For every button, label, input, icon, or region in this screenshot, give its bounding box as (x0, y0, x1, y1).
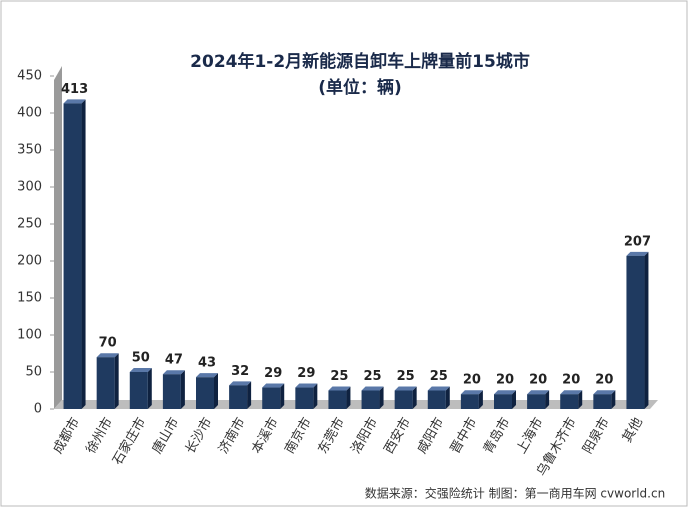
bar (96, 357, 115, 409)
bar (129, 372, 148, 409)
bar-top (593, 390, 616, 395)
y-tick-label: 150 (17, 291, 42, 306)
bar (162, 374, 181, 409)
bar-side (412, 386, 417, 409)
bar (196, 377, 214, 409)
bar-side (478, 390, 483, 409)
bar-side (313, 383, 318, 409)
chart-title: 2024年1-2月新能源自卸车上牌量前15城市 (190, 51, 530, 72)
bar (560, 394, 579, 409)
value-label: 20 (496, 373, 514, 388)
y-tick-label: 0 (34, 402, 42, 417)
bar-side (611, 390, 616, 409)
bar-side (114, 353, 119, 409)
value-label: 25 (364, 369, 382, 384)
bar-side (147, 368, 152, 409)
bar-side (247, 381, 252, 409)
y-tick-label: 350 (17, 143, 42, 158)
bar-side (81, 99, 86, 409)
bar-side (346, 386, 351, 409)
y-tick-label: 100 (17, 328, 42, 343)
y-tick-label: 50 (25, 365, 42, 380)
value-label: 207 (624, 234, 651, 249)
y-tick-label: 400 (17, 106, 42, 121)
bar-top (328, 386, 351, 391)
bar (527, 394, 546, 409)
bar-top (361, 386, 384, 391)
bar-side (280, 383, 285, 409)
bar-top (527, 390, 550, 395)
bar-top (394, 386, 417, 391)
y-tick-label: 450 (17, 69, 42, 84)
bar (63, 103, 82, 409)
value-label: 20 (463, 373, 481, 388)
bar-top (96, 353, 119, 358)
value-label: 25 (397, 369, 415, 384)
bar (427, 390, 446, 409)
bar-side (644, 251, 649, 409)
bar-side (545, 390, 550, 409)
bar-top (63, 99, 86, 104)
value-label: 25 (430, 369, 448, 384)
bar (460, 394, 479, 409)
bar-side (578, 390, 583, 409)
value-label: 29 (264, 366, 282, 381)
bar-top (460, 390, 483, 395)
bar (593, 394, 612, 409)
bar (328, 390, 347, 409)
bar-top (196, 373, 218, 378)
bar (626, 255, 645, 409)
y-tick-label: 300 (17, 180, 42, 195)
bar-side (214, 373, 218, 409)
bar-top (229, 381, 252, 386)
bar-top (162, 370, 185, 375)
value-label: 70 (99, 336, 117, 351)
value-label: 25 (330, 369, 348, 384)
value-label: 29 (297, 366, 315, 381)
chart-subtitle: (单位：辆) (318, 77, 402, 98)
value-label: 47 (165, 353, 183, 368)
value-label: 20 (529, 373, 547, 388)
bar (361, 390, 380, 409)
bar-top (626, 251, 649, 256)
bar-side (445, 386, 450, 409)
bar-top (295, 383, 318, 388)
bar (394, 390, 413, 409)
bar-side (512, 390, 516, 409)
bar-top (494, 390, 516, 395)
y-tick-label: 200 (17, 254, 42, 269)
bar-top (427, 386, 450, 391)
bar-top (560, 390, 583, 395)
value-label: 32 (231, 364, 249, 379)
bar-side (379, 386, 384, 409)
source-note: 数据来源：交强险统计 制图：第一商用车网 cvworld.cn (365, 486, 665, 501)
bar (295, 387, 314, 409)
bar (262, 387, 281, 409)
bar-top (262, 383, 285, 388)
value-label: 43 (198, 356, 216, 371)
value-label: 50 (132, 351, 150, 366)
axis-wall (54, 66, 62, 409)
y-tick-label: 250 (17, 217, 42, 232)
value-label: 413 (61, 82, 88, 97)
bar (494, 394, 512, 409)
value-label: 20 (595, 373, 613, 388)
bar-top (129, 368, 152, 372)
bar (229, 385, 248, 409)
value-label: 20 (562, 373, 580, 388)
bar-side (180, 370, 185, 409)
